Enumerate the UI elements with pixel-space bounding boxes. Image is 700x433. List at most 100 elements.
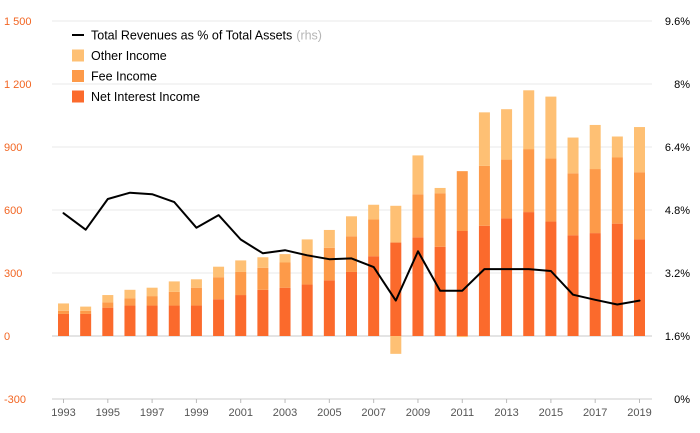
bar-fee-income [58, 310, 69, 314]
bar-net-interest-income [124, 305, 136, 336]
left-tick-label: 0 [4, 331, 10, 343]
bar-net-interest-income [301, 284, 313, 336]
bar-other-income [124, 289, 136, 299]
bar-other-income [102, 295, 114, 303]
legend-label-text: Fee Income [91, 70, 157, 84]
right-tick-label: 6.4% [665, 142, 690, 154]
bar-fee-income [102, 302, 114, 308]
bar-other-income [589, 124, 601, 170]
bar-net-interest-income [501, 218, 513, 336]
revenue-ratio-line [62, 191, 641, 306]
bar-other-income [323, 229, 335, 248]
legend-box-swatch [72, 49, 84, 62]
bar-net-interest-income [323, 280, 335, 336]
bar-other-income [434, 187, 446, 194]
bar-negative-other-income [390, 336, 402, 354]
legend-label-text: Total Revenues as % of Total Assets [91, 29, 292, 43]
bar-net-interest-income [478, 225, 490, 336]
bar-fee-income [412, 194, 424, 238]
bar-fee-income [501, 159, 513, 219]
bar-other-income [146, 287, 158, 297]
bar-fee-income [279, 262, 291, 288]
bar-fee-income [80, 310, 92, 314]
bar-other-income [501, 109, 513, 160]
legend-box-swatch [72, 70, 84, 82]
bar-net-interest-income [58, 313, 69, 336]
right-tick-label: 9.6% [665, 16, 690, 28]
bar-fee-income [523, 149, 535, 213]
bar-net-interest-income [102, 307, 114, 336]
bar-net-interest-income [257, 289, 269, 336]
bar-other-income [58, 303, 69, 311]
bar-net-interest-income [611, 223, 623, 336]
left-axis: -300 0 300 600 900 1 200 1 500 [4, 16, 32, 406]
bar-fee-income [611, 157, 623, 224]
bar-net-interest-income [346, 271, 357, 336]
right-tick-label: 1.6% [665, 331, 690, 343]
x-tick-label: 1995 [96, 407, 120, 419]
bar-other-income [634, 127, 645, 173]
x-tick-label: 2007 [361, 407, 385, 419]
right-tick-label: 8% [674, 79, 690, 91]
bar-net-interest-income [523, 212, 535, 336]
x-tick-label: 2009 [406, 407, 430, 419]
bar-fee-income [346, 236, 357, 272]
bar-fee-income [456, 171, 468, 231]
left-tick-label: 300 [4, 268, 22, 280]
bar-other-income [390, 205, 402, 243]
right-axis: 0% 1.6% 3.2% 4.8% 6.4% 8% 9.6% [665, 16, 690, 406]
bar-net-interest-income [634, 239, 645, 336]
bar-fee-income [567, 173, 579, 236]
bar-other-income [190, 279, 202, 288]
x-axis: 1993 1995 1997 1999 2001 2003 2005 2007 2009 2011… [51, 399, 652, 419]
legend-label-text: Other Income [91, 49, 167, 63]
bar-net-interest-income [368, 256, 380, 336]
revenue-ratio-line-path [62, 191, 641, 306]
bar-net-interest-income [190, 305, 202, 336]
bar-fee-income [368, 219, 380, 257]
x-tick-label: 2015 [539, 407, 563, 419]
bar-negative-other-income [456, 336, 468, 338]
bar-net-interest-income [567, 235, 579, 336]
x-tick-label: 2011 [450, 407, 474, 419]
bar-other-income [478, 112, 490, 166]
bar-other-income [213, 266, 225, 278]
bar-net-interest-income [168, 305, 180, 336]
x-tick-label: 2013 [494, 407, 518, 419]
x-tick-label: 1999 [184, 407, 208, 419]
right-tick-label: 4.8% [665, 205, 690, 217]
bar-other-income [567, 137, 579, 174]
bar-other-income [235, 260, 247, 272]
left-tick-label: 900 [4, 142, 22, 154]
x-tick-label: 2019 [627, 407, 651, 419]
bar-net-interest-income [146, 305, 158, 336]
legend-label: Total Revenues as % of Total Assets (rhs) [91, 29, 322, 43]
bar-net-interest-income [279, 287, 291, 336]
bar-fee-income [235, 271, 247, 296]
bar-net-interest-income [213, 299, 225, 336]
bar-net-interest-income [545, 221, 557, 336]
x-tick-label: 2001 [228, 407, 252, 419]
bar-other-income [301, 239, 313, 255]
bar-fee-income [589, 169, 601, 234]
bar-net-interest-income [456, 231, 468, 336]
bars [58, 90, 645, 354]
bar-other-income [168, 281, 180, 292]
x-tick-label: 1997 [140, 407, 164, 419]
bar-fee-income [634, 172, 645, 240]
bar-other-income [346, 216, 357, 237]
left-tick-label: 600 [4, 205, 22, 217]
bar-net-interest-income [412, 237, 424, 336]
right-tick-label: 0% [674, 394, 690, 406]
legend-label: Fee Income [91, 70, 157, 84]
bar-other-income [368, 204, 380, 220]
bar-fee-income [323, 247, 335, 281]
bar-fee-income [301, 254, 313, 285]
legend-label-suffix: (rhs) [296, 29, 322, 43]
x-tick-label: 2017 [583, 407, 607, 419]
bar-other-income [412, 155, 424, 195]
x-tick-label: 2005 [317, 407, 341, 419]
bar-other-income [80, 306, 92, 311]
legend: Total Revenues as % of Total Assets (rhs)… [72, 29, 322, 104]
